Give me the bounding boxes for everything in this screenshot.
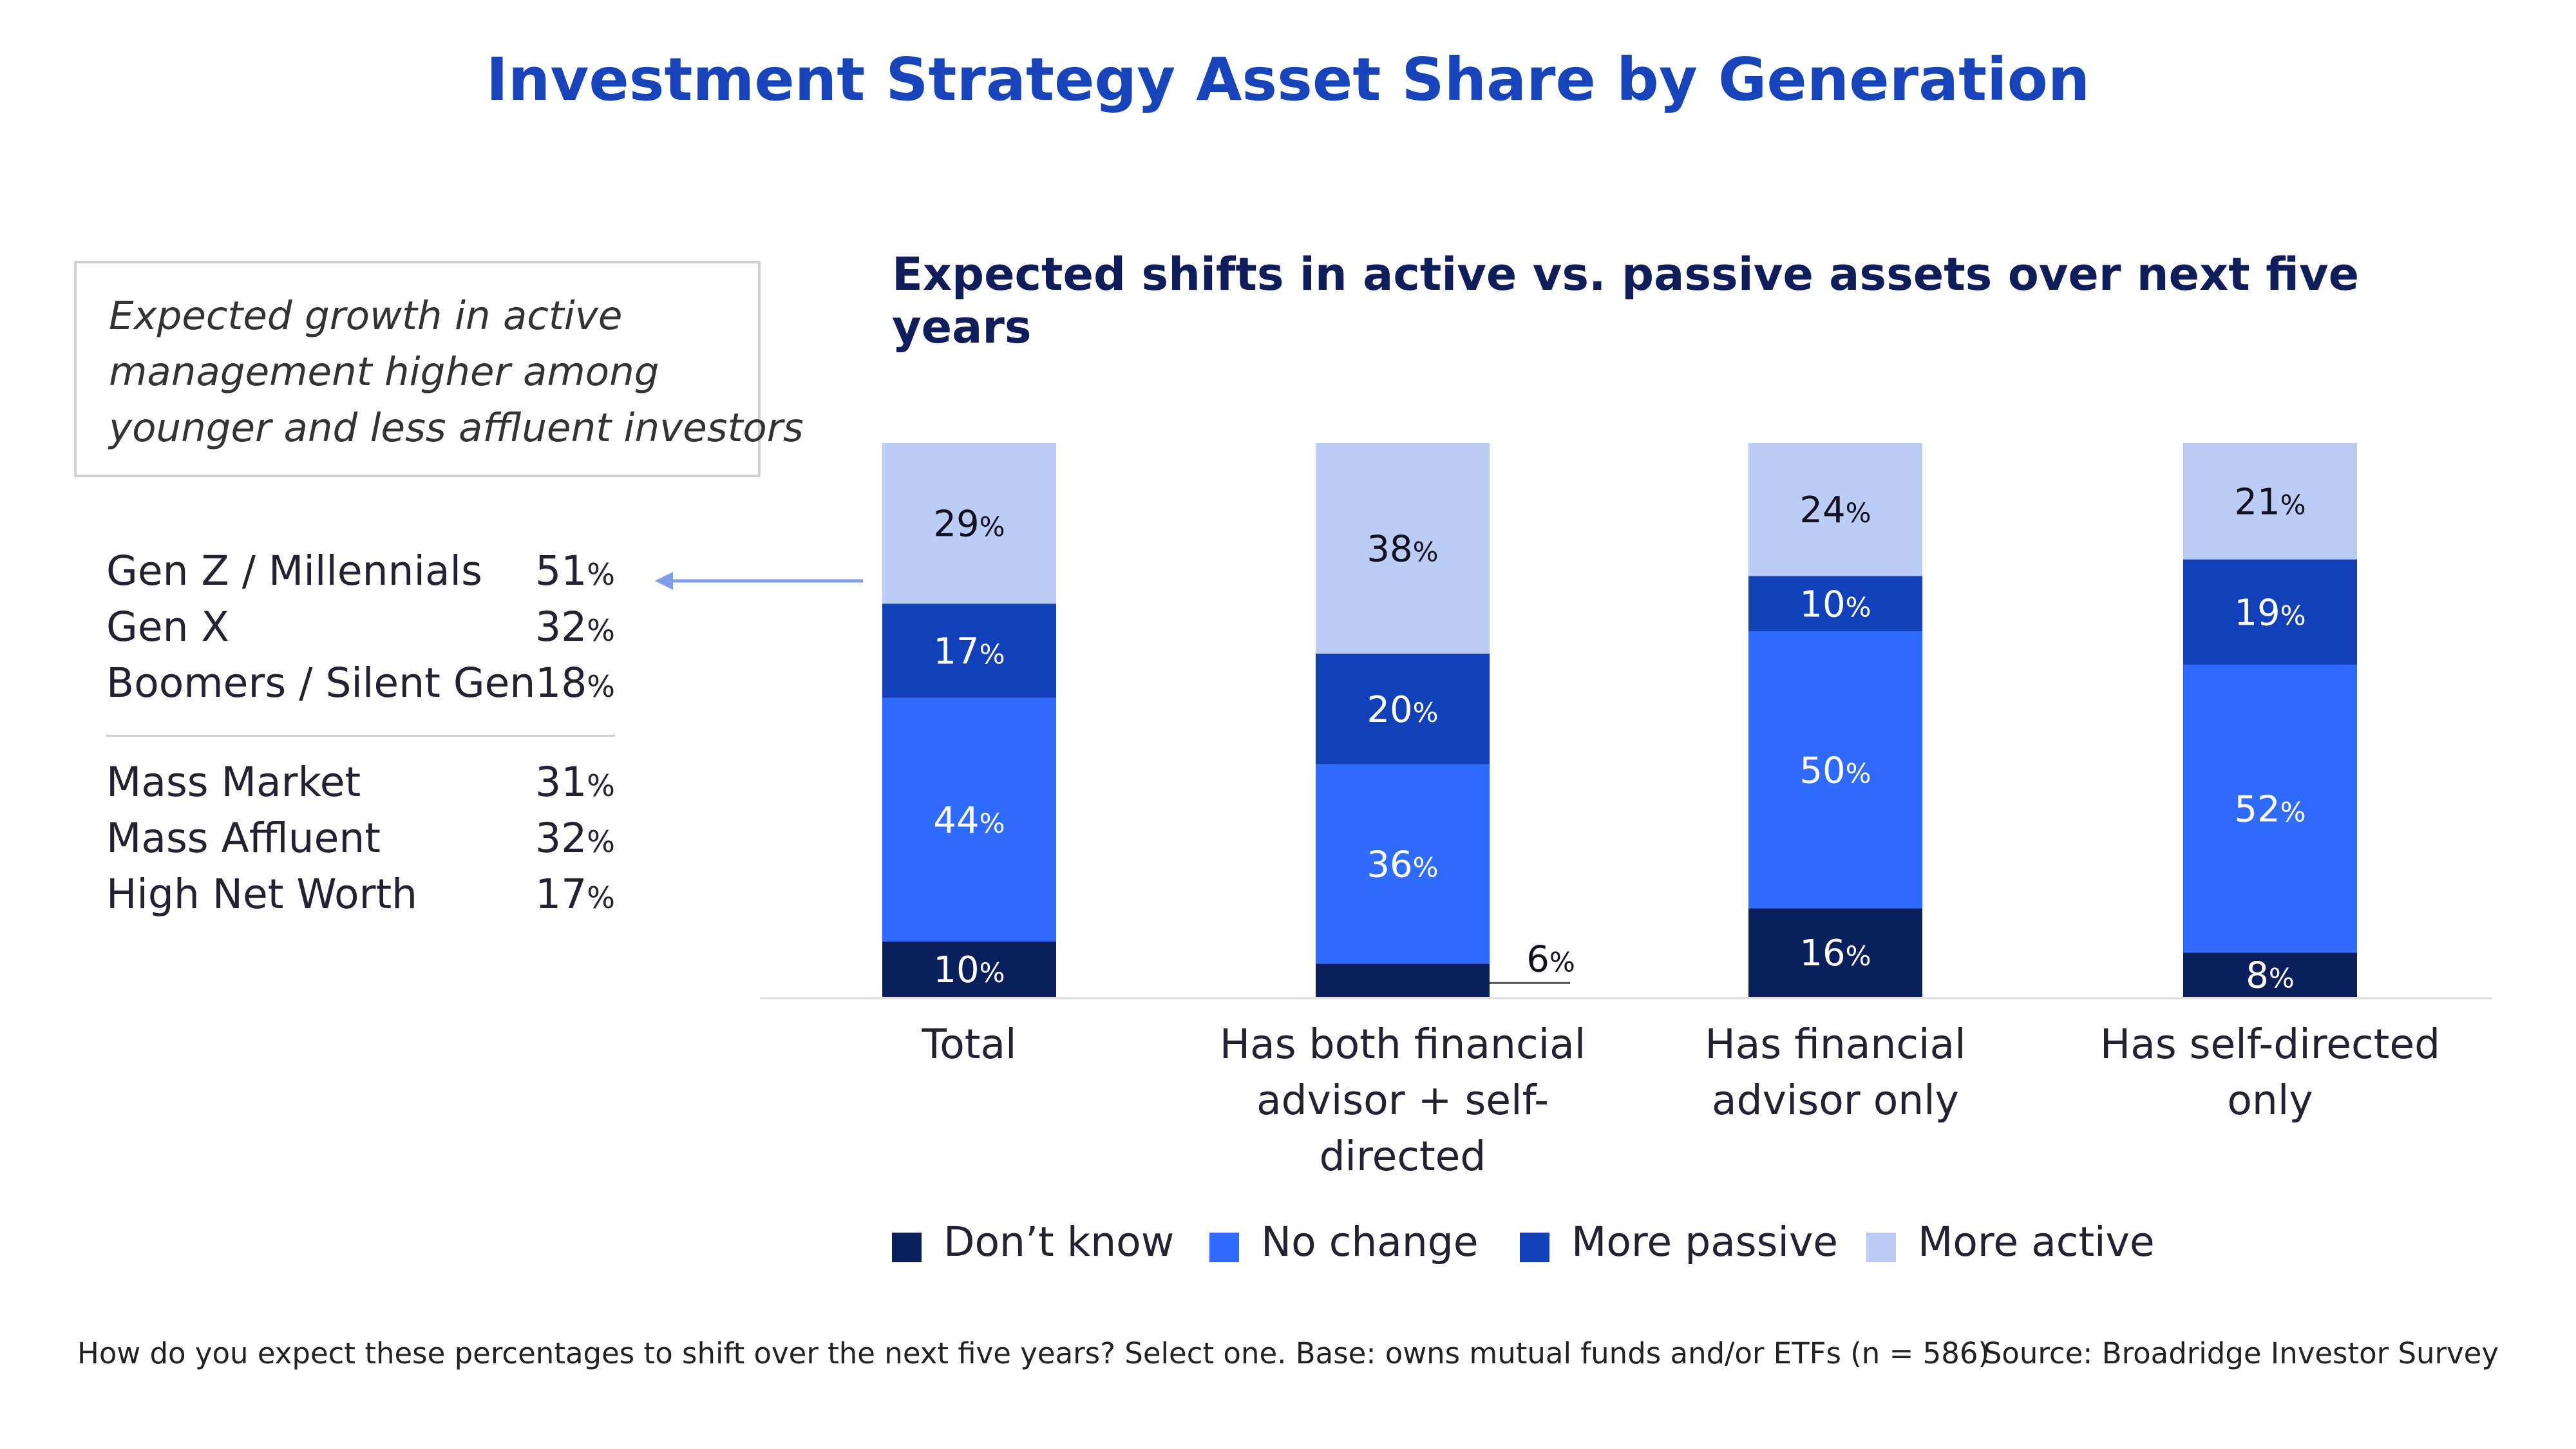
data-label: 36% [1367,844,1438,886]
data-label: 17% [933,631,1005,673]
bar-segment-no_change [1748,631,1922,909]
footnote: How do you expect these percentages to s… [77,1336,1990,1370]
bar-segment-dont_know [882,942,1056,997]
legend-swatch [1209,1233,1239,1262]
bar-segment-more_active [882,443,1056,604]
data-label: 21% [2234,481,2306,523]
stat-label: Gen X [106,603,229,650]
data-label: 10% [1799,583,1871,625]
data-label: 16% [1799,933,1871,974]
data-label: 50% [1799,750,1871,791]
callout-line: Expected growth in active [109,293,623,339]
chart-title: Expected shifts in active vs. passive as… [892,248,2360,354]
stats-panel: Gen Z / Millennials 51% Gen X 32% Boomer… [106,547,615,927]
stat-value: 17% [535,871,615,918]
bar-segment-dont_know [1748,908,1922,997]
stat-label: High Net Worth [106,871,418,918]
data-label: 52% [2234,789,2306,831]
data-label: 10% [933,949,1005,991]
legend-swatch [1866,1233,1896,1262]
page-title: Investment Strategy Asset Share by Gener… [486,45,2090,114]
stat-value: 51% [535,547,615,594]
bar-segment-more_passive [1748,576,1922,632]
stat-row: High Net Worth 17% [106,871,615,927]
arrow-left-icon [655,572,863,590]
data-label: 6% [1526,938,1575,980]
source-note: Source: Broadridge Investor Survey [1983,1336,2499,1370]
data-label: 44% [933,800,1005,842]
bar-segment-no_change [882,697,1056,942]
category-label: Has self-directed only [2099,1021,2441,1124]
data-label: 29% [933,504,1005,545]
stat-value: 31% [535,759,615,806]
data-label: 38% [1367,528,1438,570]
stat-label: Boomers / Silent Gen [106,659,536,706]
callout-line: younger and less affluent investors [109,405,804,451]
bar-segment-more_passive [1316,653,1490,764]
bar-segment-more_active [1748,443,1922,576]
stat-label: Mass Affluent [106,815,381,862]
category-label: Has both financial advisor + self-directe… [1219,1021,1586,1180]
stat-row: Mass Affluent 32% [106,815,615,871]
category-label: Has financial advisor only [1705,1021,1966,1124]
data-label: 20% [1367,689,1438,731]
legend-label: Don’t know [943,1218,1175,1265]
legend-label: More passive [1571,1218,1838,1265]
stat-row: Gen Z / Millennials 51% [106,547,615,603]
stat-value: 32% [535,815,615,862]
stat-value: 18% [535,659,615,706]
stat-row: Gen X 32% [106,603,615,659]
stat-label: Gen Z / Millennials [106,547,482,594]
bar-segment-more_active [2183,443,2357,560]
stat-row: Boomers / Silent Gen 18% [106,659,615,715]
legend-swatch [892,1233,922,1262]
data-label: 8% [2246,955,2295,997]
data-label: 19% [2234,592,2306,634]
bar-segment-dont_know [2183,952,2357,997]
callout-line: management higher among [109,349,659,395]
data-label: 24% [1799,489,1871,531]
stats-divider [106,735,615,737]
stat-row: Mass Market 31% [106,759,615,815]
legend-label: More active [1918,1218,2155,1265]
bar-segment-dont_know [1316,963,1490,997]
legend-label: No change [1261,1218,1479,1265]
stat-value: 32% [535,603,615,650]
bar-segment-no_change [1316,764,1490,964]
legend-swatch [1520,1233,1549,1262]
callout-box: Expected growth in active management hig… [74,261,804,477]
bar-segment-more_active [1316,443,1490,654]
bar-segment-no_change [2183,665,2357,953]
bar-segment-more_passive [2183,559,2357,665]
stat-label: Mass Market [106,759,361,806]
category-label: Total [922,1021,1017,1068]
bar-segment-more_passive [882,603,1056,698]
